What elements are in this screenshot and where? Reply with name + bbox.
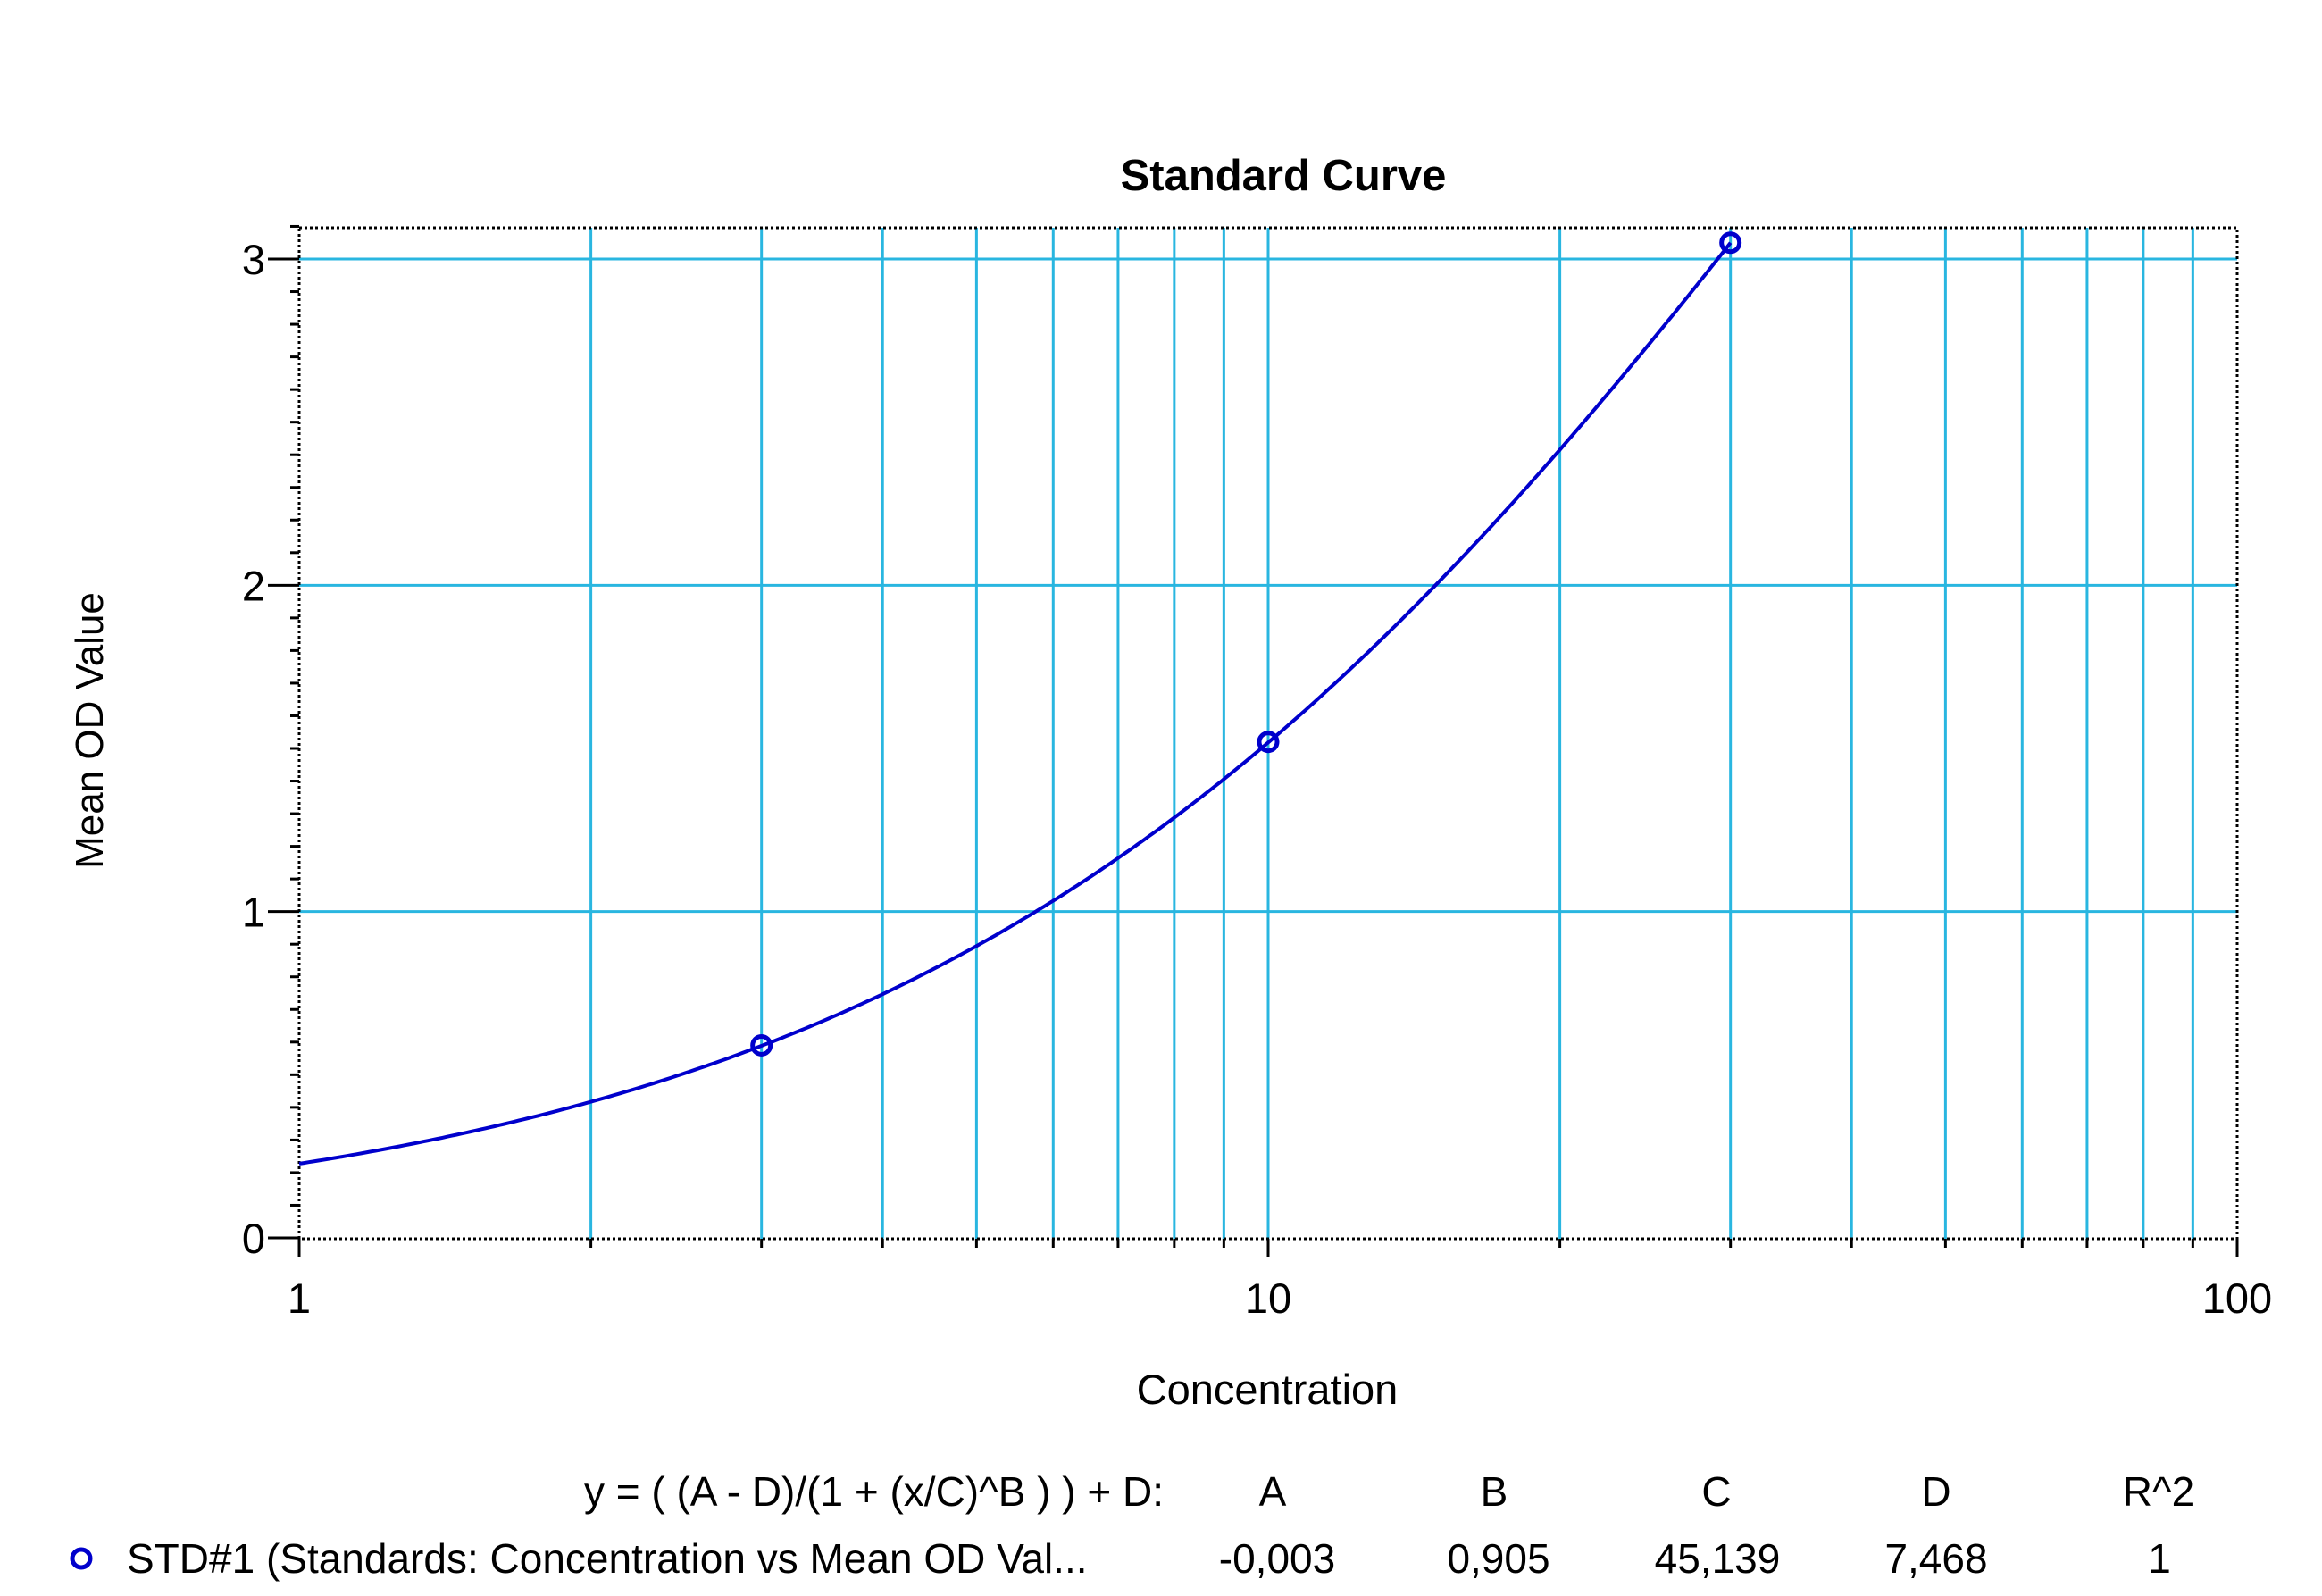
legend-value-r2: 1 xyxy=(2148,1535,2171,1582)
legend-header-a: A xyxy=(1259,1468,1287,1515)
y-tick-label: 1 xyxy=(242,889,265,936)
chart-title: Standard Curve xyxy=(1121,152,1447,200)
x-axis-label: Concentration xyxy=(1137,1366,1399,1413)
legend-entry-label: STD#1 (Standards: Concentration vs Mean … xyxy=(127,1535,1088,1582)
legend-table: y = ( (A - D)/(1 + (x/C)^B ) ) + D: A B … xyxy=(70,1468,2194,1582)
data-point xyxy=(750,1033,773,1057)
data-points xyxy=(750,231,1742,1057)
legend-header-b: B xyxy=(1481,1468,1508,1515)
fit-curve xyxy=(298,241,1733,1166)
legend-value-b: 0,905 xyxy=(1447,1535,1549,1582)
data-point xyxy=(1719,231,1742,255)
x-tick-label: 1 xyxy=(288,1274,311,1322)
grid xyxy=(299,228,2237,1239)
legend-header-c: C xyxy=(1701,1468,1731,1515)
legend-value-c: 45,139 xyxy=(1655,1535,1781,1582)
y-tick-label: 3 xyxy=(242,236,265,283)
y-tick-labels: 0 1 2 3 xyxy=(242,236,265,1262)
axes xyxy=(268,224,2239,1257)
y-tick-label: 2 xyxy=(242,562,265,609)
legend-equation: y = ( (A - D)/(1 + (x/C)^B ) ) + D: xyxy=(584,1468,1164,1515)
legend-value-a: -0,003 xyxy=(1219,1535,1335,1582)
legend-header-d: D xyxy=(1921,1468,1950,1515)
x-tick-label: 10 xyxy=(1245,1274,1291,1322)
y-tick-label: 0 xyxy=(242,1215,265,1262)
data-point xyxy=(1257,731,1280,754)
x-tick-labels: 1 10 100 xyxy=(288,1274,2272,1322)
x-tick-label: 100 xyxy=(2202,1274,2272,1322)
fit-curve-layer xyxy=(298,241,1733,1166)
legend-marker-icon xyxy=(70,1547,93,1570)
legend-value-d: 7,468 xyxy=(1884,1535,1987,1582)
legend-header-r2: R^2 xyxy=(2123,1468,2194,1515)
y-axis-label: Mean OD Value xyxy=(68,592,112,869)
